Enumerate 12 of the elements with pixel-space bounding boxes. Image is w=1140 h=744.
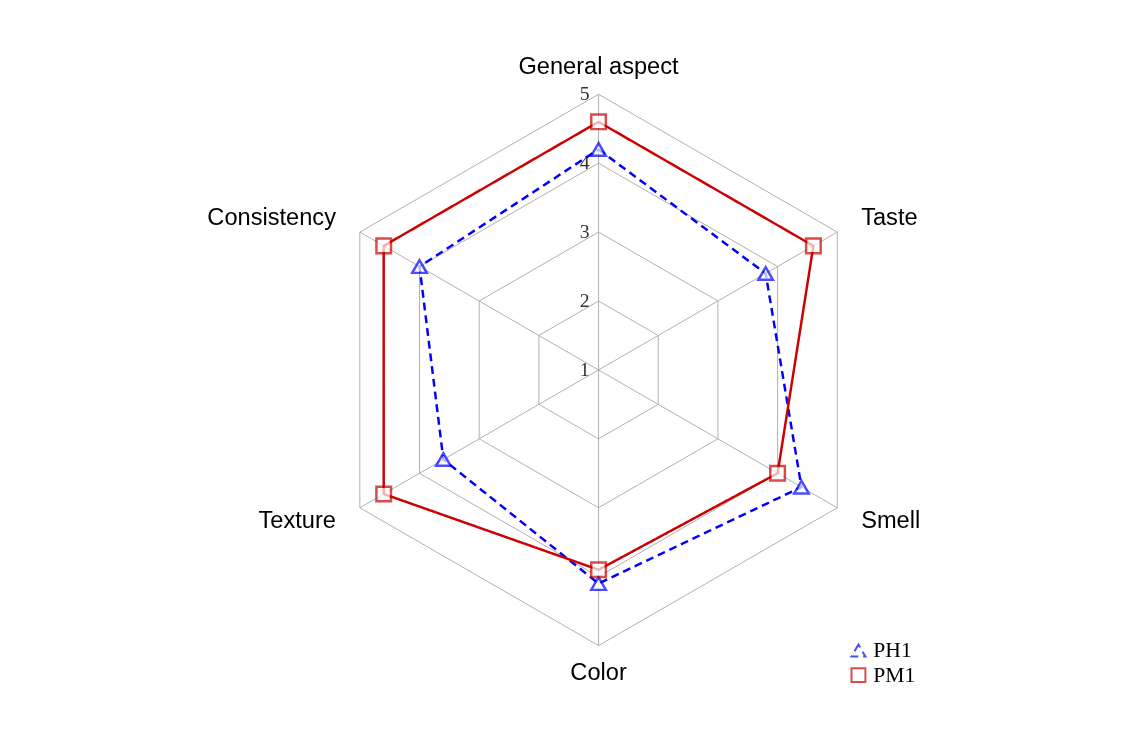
y-tick-label: 3 xyxy=(579,220,590,243)
spoke-label: Color xyxy=(570,659,627,686)
y-tick-label: 2 xyxy=(579,288,590,311)
y-tick-label: 1 xyxy=(579,357,590,380)
spoke-label: Texture xyxy=(258,507,336,534)
spoke-label: Consistency xyxy=(207,204,337,231)
legend-label: PH1 xyxy=(873,638,912,663)
legend-label: PM1 xyxy=(873,662,916,687)
spoke-label: Taste xyxy=(861,204,918,231)
spoke-label: General aspect xyxy=(518,52,680,79)
spoke-label: Smell xyxy=(861,507,921,534)
y-tick-label: 5 xyxy=(579,82,590,105)
